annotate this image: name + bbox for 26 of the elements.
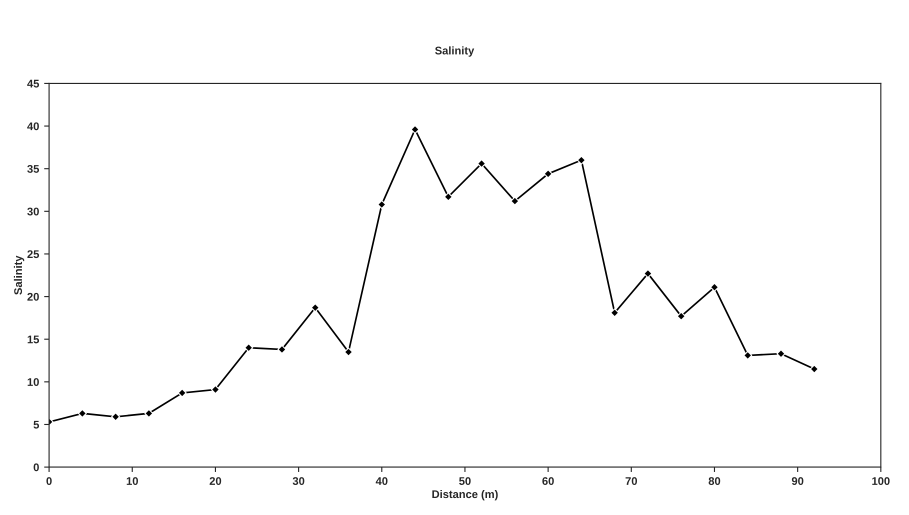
point — [210, 385, 220, 394]
chart-title: Salinity — [435, 46, 474, 57]
x-tick-label: 60 — [542, 477, 554, 485]
y-tick-label: 35 — [27, 164, 40, 173]
y-tick-label: 0 — [34, 463, 39, 472]
x-tick-label: 30 — [292, 477, 304, 486]
y-tick-label: 15 — [28, 336, 40, 344]
point — [344, 348, 353, 356]
x-tick-label: 70 — [626, 477, 638, 485]
x-tick-label: 40 — [376, 477, 388, 485]
y-tick-label: 20 — [27, 292, 39, 301]
y-tick-label: 30 — [27, 208, 39, 216]
y-tick-label: 10 — [28, 378, 39, 386]
x-tick-label: 90 — [792, 477, 804, 485]
y-tick-label: 5 — [34, 420, 40, 429]
x-tick-label: 100 — [872, 477, 890, 485]
x-axis-title: Distance (m) — [432, 490, 498, 500]
y-tick-label: 25 — [27, 250, 40, 258]
x-tick-label: 20 — [210, 477, 222, 485]
x-tick-label: 80 — [708, 477, 720, 485]
x-tick-label: 50 — [459, 477, 471, 485]
y-axis-title: Salinity — [14, 256, 24, 295]
y-tick-label: 45 — [27, 80, 40, 88]
y-tick-label: 40 — [27, 122, 39, 130]
x-tick-label: 0 — [46, 477, 52, 485]
x-tick-label: 10 — [126, 477, 138, 485]
